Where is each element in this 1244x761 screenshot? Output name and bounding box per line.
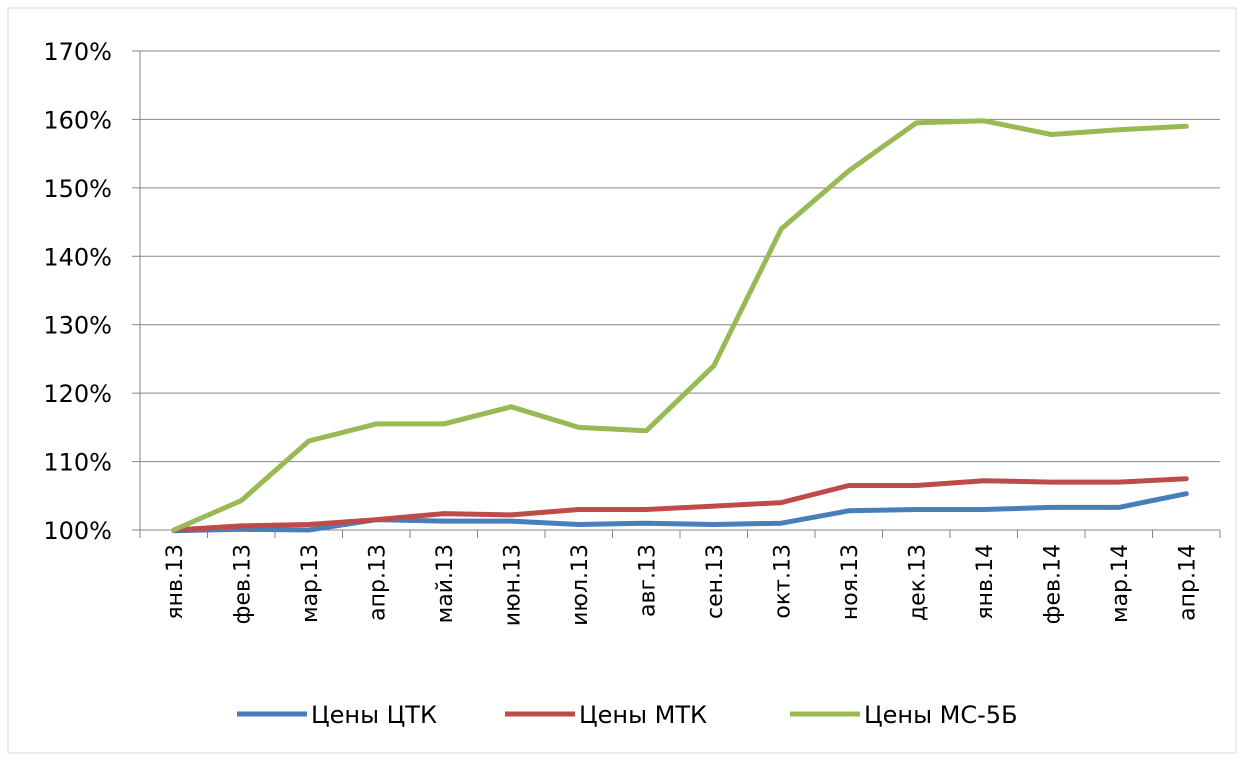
x-tick-label: фев.14 [1040,544,1065,624]
x-tick-label: мар.13 [298,544,323,623]
x-tick-label: фев.13 [230,544,255,624]
legend-label: Цены ЦТК [311,701,437,729]
x-tick-label: дек.13 [905,544,930,621]
x-tick-label: мар.14 [1108,544,1133,623]
y-tick-label: 170% [43,38,112,66]
x-tick-label: июн.13 [500,544,525,626]
y-tick-label: 150% [43,175,112,203]
x-tick-label: сен.13 [703,544,728,619]
y-tick-label: 140% [43,243,112,271]
legend-label: Цены МС-5Б [864,701,1018,729]
y-tick-label: 100% [43,517,112,545]
x-tick-label: июл.13 [568,544,593,626]
series-line [171,491,1189,534]
series-line [171,476,1189,533]
y-tick-label: 160% [43,106,112,134]
y-tick-label: 130% [43,312,112,340]
x-tick-label: апр.13 [365,544,390,621]
legend-label: Цены МТК [579,701,707,729]
x-tick-label: апр.14 [1175,544,1200,621]
x-tick-label: май.13 [433,544,458,623]
x-tick-label: янв.14 [973,544,998,620]
y-tick-label: 110% [43,449,112,477]
y-tick-label: 120% [43,380,112,408]
x-tick-label: авг.13 [635,544,660,617]
x-tick-label: ноя.13 [838,544,863,620]
series-line [171,118,1189,533]
x-tick-label: окт.13 [770,544,795,619]
x-tick-label: янв.13 [163,544,188,620]
